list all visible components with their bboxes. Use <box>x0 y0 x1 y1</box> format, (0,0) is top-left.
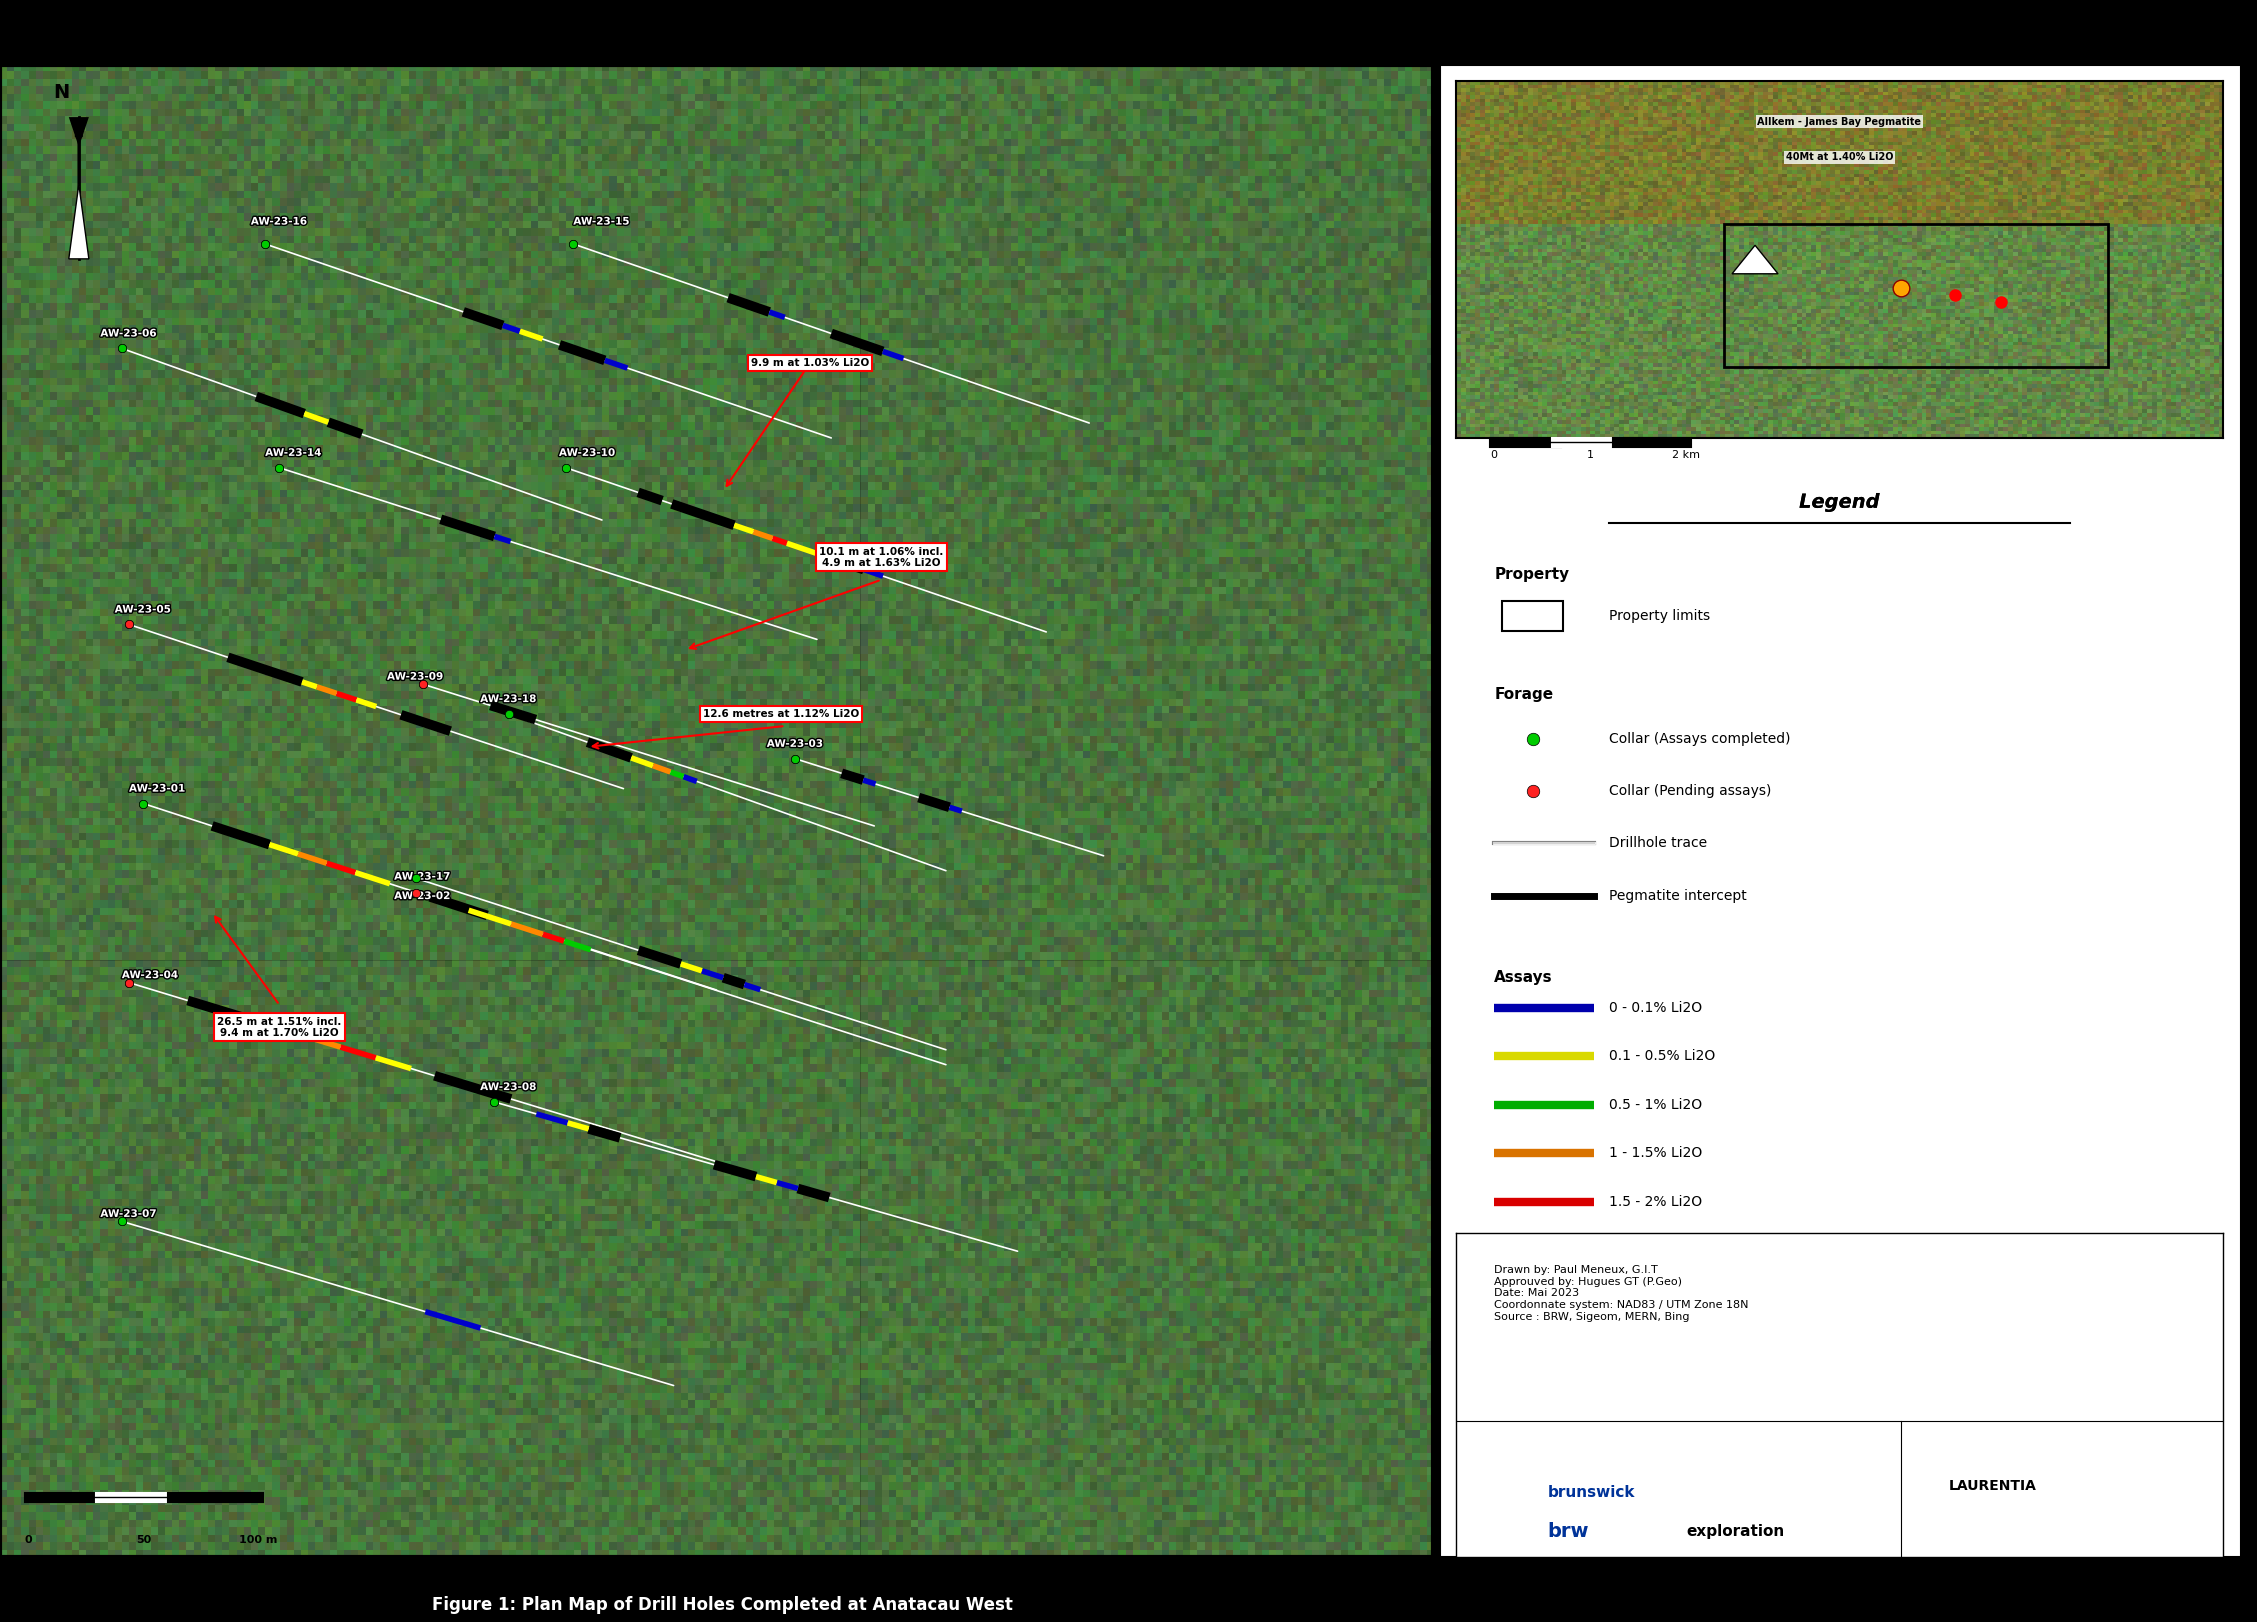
Text: AW-23-03: AW-23-03 <box>767 740 824 749</box>
Text: 0.5 - 1% Li2O: 0.5 - 1% Li2O <box>1609 1098 1702 1111</box>
Text: Drawn by: Paul Meneux, G.I.T
Approuved by: Hugues GT (P.Geo)
Date: Mai 2023
Coor: Drawn by: Paul Meneux, G.I.T Approuved b… <box>1494 1265 1749 1322</box>
Text: AW-23-16: AW-23-16 <box>251 217 307 227</box>
Text: 0.1 - 0.5% Li2O: 0.1 - 0.5% Li2O <box>1609 1049 1715 1062</box>
Text: 362000: 362000 <box>833 1572 887 1585</box>
Text: Legend: Legend <box>1799 493 1880 513</box>
Polygon shape <box>68 117 88 148</box>
Text: 40Mt at 1.40% Li2O: 40Mt at 1.40% Li2O <box>1785 152 1894 162</box>
Text: brw: brw <box>1548 1521 1589 1541</box>
Text: Assays: Assays <box>1494 970 1553 985</box>
Text: AW-23-01: AW-23-01 <box>129 783 185 793</box>
Text: Pegmatite intercept: Pegmatite intercept <box>1609 889 1747 903</box>
Text: Property: Property <box>1494 568 1569 582</box>
Text: Property limits: Property limits <box>1609 608 1711 623</box>
Text: AW-23-04: AW-23-04 <box>122 970 178 980</box>
Text: 1.5 - 2% Li2O: 1.5 - 2% Li2O <box>1609 1194 1702 1208</box>
Text: exploration: exploration <box>1686 1523 1785 1539</box>
Text: AW-23-08: AW-23-08 <box>481 1082 537 1092</box>
Text: AW-23-18: AW-23-18 <box>481 694 537 704</box>
Text: 100 m: 100 m <box>239 1534 278 1544</box>
Bar <box>1724 224 2108 367</box>
Text: Figure 1: Plan Map of Drill Holes Completed at Anatacau West: Figure 1: Plan Map of Drill Holes Comple… <box>431 1596 1013 1614</box>
Text: Drillhole trace: Drillhole trace <box>1609 837 1706 850</box>
Text: 12.6 metres at 1.12% Li2O: 12.6 metres at 1.12% Li2O <box>702 709 860 719</box>
Text: AW-23-09: AW-23-09 <box>386 672 442 681</box>
Text: AW-23-15: AW-23-15 <box>573 217 630 227</box>
Text: brunswick: brunswick <box>1548 1484 1636 1500</box>
Text: 362000: 362000 <box>833 44 887 57</box>
Text: 10.1 m at 1.06% incl.
4.9 m at 1.63% Li2O: 10.1 m at 1.06% incl. 4.9 m at 1.63% Li2… <box>819 547 943 568</box>
Bar <box>1501 602 1564 631</box>
Text: 0: 0 <box>1490 451 1499 461</box>
Text: Allkem - James Bay Pegmatite: Allkem - James Bay Pegmatite <box>1758 117 1921 127</box>
Text: 1 - 1.5% Li2O: 1 - 1.5% Li2O <box>1609 1147 1702 1160</box>
Text: N: N <box>54 83 70 102</box>
Text: 1: 1 <box>1587 451 1593 461</box>
Text: AW-23-17: AW-23-17 <box>395 871 449 882</box>
Text: Forage: Forage <box>1494 686 1553 702</box>
Text: LAURENTIA: LAURENTIA <box>1950 1479 2036 1492</box>
Text: Collar (Pending assays): Collar (Pending assays) <box>1609 783 1772 798</box>
Text: AW-23-10: AW-23-10 <box>560 448 614 457</box>
Text: AW-23-14: AW-23-14 <box>264 448 320 457</box>
Polygon shape <box>68 185 88 260</box>
Polygon shape <box>1731 245 1779 274</box>
Text: 2 km: 2 km <box>1672 451 1700 461</box>
Text: 0: 0 <box>25 1534 32 1544</box>
Text: Collar (Assays completed): Collar (Assays completed) <box>1609 732 1790 746</box>
Text: AW-23-07: AW-23-07 <box>99 1208 156 1218</box>
Text: 2 - 3% Li2O: 2 - 3% Li2O <box>1609 1242 1688 1257</box>
Text: 50: 50 <box>135 1534 151 1544</box>
Text: AW-23-02: AW-23-02 <box>395 890 449 902</box>
Text: AW-23-06: AW-23-06 <box>99 329 156 339</box>
Text: 26.5 m at 1.51% incl.
9.4 m at 1.70% Li2O: 26.5 m at 1.51% incl. 9.4 m at 1.70% Li2… <box>217 1017 341 1038</box>
Text: 0 - 0.1% Li2O: 0 - 0.1% Li2O <box>1609 1001 1702 1015</box>
Text: 9.9 m at 1.03% Li2O: 9.9 m at 1.03% Li2O <box>752 358 869 368</box>
Text: AW-23-05: AW-23-05 <box>115 605 172 615</box>
